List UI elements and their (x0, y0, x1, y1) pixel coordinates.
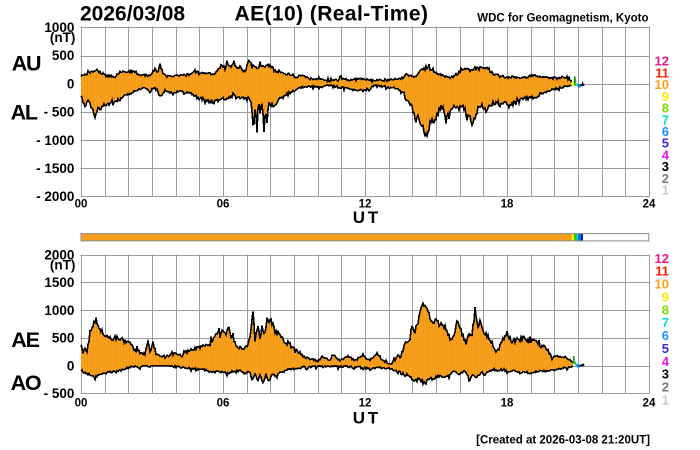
svg-text:4: 4 (662, 354, 670, 369)
svg-text:12: 12 (655, 54, 669, 69)
svg-text:AE: AE (11, 328, 39, 352)
svg-text:8: 8 (662, 302, 669, 317)
svg-text:10: 10 (655, 77, 669, 92)
svg-text:1500: 1500 (44, 275, 74, 290)
svg-text:5: 5 (662, 341, 669, 356)
svg-text:18: 18 (501, 198, 514, 210)
svg-text:7: 7 (662, 315, 669, 330)
svg-text:8: 8 (662, 101, 669, 116)
svg-text:9: 9 (662, 89, 669, 104)
svg-text:WDC for Geomagnetism, Kyoto: WDC for Geomagnetism, Kyoto (477, 13, 648, 25)
svg-text:AO: AO (11, 371, 41, 395)
svg-text:06: 06 (217, 198, 230, 210)
svg-text:500: 500 (52, 48, 75, 63)
svg-text:11: 11 (655, 65, 669, 80)
svg-text:24: 24 (643, 397, 656, 409)
svg-text:1: 1 (662, 393, 669, 408)
svg-text:U T: U T (353, 408, 379, 427)
svg-text:[Created at 2026-03-08 21:20UT: [Created at 2026-03-08 21:20UT] (476, 434, 650, 446)
svg-text:3: 3 (662, 367, 669, 382)
svg-text:AE(10) (Real-Time): AE(10) (Real-Time) (235, 2, 429, 25)
svg-text:- 1500: - 1500 (36, 161, 74, 176)
svg-text:500: 500 (52, 331, 75, 346)
svg-text:12: 12 (359, 397, 372, 409)
svg-text:(nT): (nT) (50, 30, 75, 45)
svg-text:AL: AL (11, 101, 38, 125)
svg-text:2: 2 (662, 380, 669, 395)
svg-text:2026/03/08: 2026/03/08 (80, 2, 185, 25)
svg-text:06: 06 (217, 397, 230, 409)
svg-text:18: 18 (501, 397, 514, 409)
svg-text:0: 0 (67, 76, 75, 91)
svg-text:4: 4 (662, 148, 670, 163)
svg-text:- 2000: - 2000 (36, 189, 74, 204)
svg-text:9: 9 (662, 289, 669, 304)
svg-text:2: 2 (662, 171, 669, 186)
svg-text:11: 11 (655, 264, 669, 279)
svg-text:3: 3 (662, 159, 669, 174)
svg-text:1000: 1000 (44, 20, 74, 35)
svg-text:6: 6 (662, 124, 669, 139)
svg-text:5: 5 (662, 136, 669, 151)
svg-text:- 1000: - 1000 (36, 133, 74, 148)
svg-text:- 500: - 500 (44, 386, 75, 401)
svg-text:6: 6 (662, 328, 669, 343)
svg-text:12: 12 (655, 251, 669, 266)
svg-text:(nT): (nT) (50, 258, 75, 273)
svg-text:00: 00 (75, 397, 88, 409)
svg-text:1: 1 (662, 183, 669, 198)
svg-text:12: 12 (359, 198, 372, 210)
svg-text:2000: 2000 (44, 247, 74, 262)
svg-text:00: 00 (75, 198, 88, 210)
svg-text:0: 0 (67, 358, 75, 373)
svg-text:24: 24 (643, 198, 656, 210)
svg-text:7: 7 (662, 112, 669, 127)
svg-text:10: 10 (655, 277, 669, 292)
svg-text:- 500: - 500 (44, 105, 75, 120)
svg-text:AU: AU (12, 51, 41, 75)
svg-text:U T: U T (353, 208, 379, 227)
svg-text:1000: 1000 (44, 303, 74, 318)
